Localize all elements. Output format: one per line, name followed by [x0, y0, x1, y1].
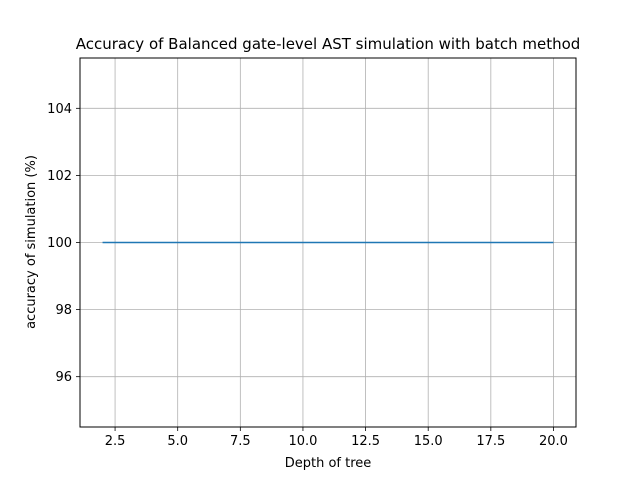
- x-tick-label: 12.5: [351, 434, 380, 449]
- x-tick-label: 2.5: [105, 434, 126, 449]
- x-tick-label: 7.5: [230, 434, 251, 449]
- x-tick-label: 5.0: [167, 434, 188, 449]
- y-tick-label: 104: [47, 102, 72, 117]
- x-tick-label: 17.5: [476, 434, 505, 449]
- x-tick-label: 20.0: [539, 434, 568, 449]
- y-axis-label: accuracy of simulation (%): [24, 155, 39, 329]
- y-tick-label: 98: [55, 303, 72, 318]
- x-tick-label: 15.0: [414, 434, 443, 449]
- x-axis: 2.5 5.0 7.5 10.0 12.5 15.0 17.5 20.0: [105, 427, 568, 449]
- y-tick-label: 100: [47, 236, 72, 251]
- x-tick-label: 10.0: [288, 434, 317, 449]
- y-tick-label: 96: [55, 370, 72, 385]
- x-axis-label: Depth of tree: [285, 456, 372, 471]
- chart-title: Accuracy of Balanced gate-level AST simu…: [76, 35, 581, 53]
- y-axis: 96 98 100 102 104: [47, 102, 80, 385]
- y-tick-label: 102: [47, 169, 72, 184]
